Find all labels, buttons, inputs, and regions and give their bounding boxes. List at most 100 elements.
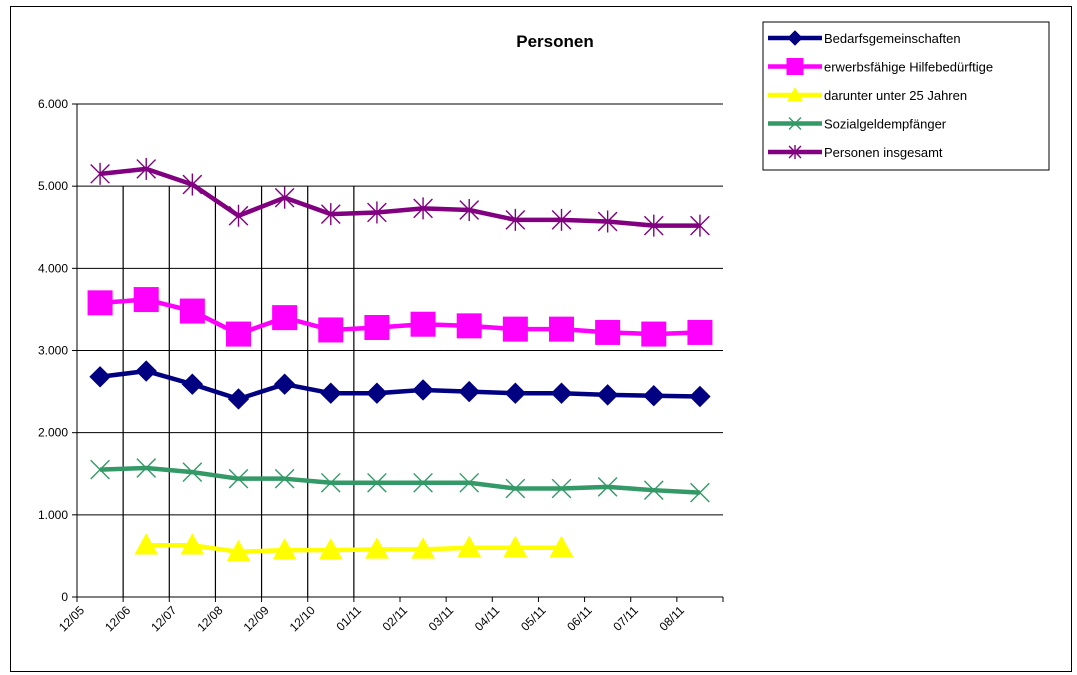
data-point: [690, 482, 710, 503]
data-point: [90, 459, 110, 480]
data-point: [320, 382, 342, 404]
data-point: [134, 533, 159, 555]
data-point: [135, 360, 157, 382]
data-point: [180, 533, 205, 555]
y-tick-label: 3.000: [38, 344, 68, 358]
series-line: [99, 465, 701, 495]
data-point: [320, 203, 341, 226]
x-tick-label: 08/11: [656, 603, 687, 634]
series-0: [89, 360, 711, 410]
legend-entry: Bedarfsgemeinschaften: [768, 30, 961, 46]
y-tick-label: 5.000: [38, 179, 68, 193]
legend: Bedarfsgemeinschaften erwerbsfähige Hilfe…: [762, 21, 1050, 171]
data-point: [226, 539, 251, 562]
legend-label: Personen insgesamt: [824, 145, 943, 160]
data-point: [273, 373, 296, 395]
data-point: [182, 462, 203, 482]
y-tick-label: 4.000: [38, 261, 68, 275]
data-point: [136, 157, 157, 180]
data-point: [413, 197, 433, 220]
legend-entry: Personen insgesamt: [768, 145, 943, 160]
data-point: [551, 478, 572, 499]
data-point: [502, 316, 528, 342]
x-tick-label: 06/11: [564, 603, 595, 634]
data-point: [133, 287, 159, 313]
chart-title: Personen: [516, 32, 593, 51]
data-point: [367, 472, 387, 493]
data-point: [595, 319, 621, 345]
data-point: [181, 373, 204, 395]
legend-entry: darunter unter 25 Jahren: [768, 86, 967, 103]
y-tick-label: 0: [61, 590, 68, 604]
data-point: [550, 382, 573, 404]
x-tick-label: 12/08: [194, 603, 225, 634]
data-point: [690, 214, 710, 237]
data-point: [643, 384, 665, 407]
data-point: [549, 535, 574, 557]
data-point: [788, 117, 802, 130]
data-point: [505, 208, 526, 231]
data-point: [366, 382, 388, 404]
x-tick-label: 12/06: [102, 603, 133, 634]
x-tick-label: 12/09: [241, 603, 272, 634]
x-tick-label: 05/11: [518, 603, 549, 634]
data-point: [549, 316, 574, 342]
data-point: [412, 379, 434, 401]
legend-label: Sozialgeldempfänger: [824, 117, 947, 132]
data-point: [365, 537, 389, 559]
series-4: [90, 157, 710, 237]
series-line: [99, 166, 700, 228]
data-point: [597, 477, 618, 497]
legend-entry: Sozialgeldempfänger: [768, 117, 947, 132]
legend-label: Bedarfsgemeinschaften: [824, 31, 961, 46]
x-tick-label: 12/05: [56, 603, 87, 634]
data-point: [641, 321, 667, 347]
data-point: [458, 380, 480, 403]
data-point: [227, 388, 250, 410]
data-point: [459, 198, 480, 221]
data-point: [503, 535, 528, 557]
data-point: [787, 30, 803, 46]
data-point: [643, 214, 664, 237]
data-point: [786, 58, 804, 75]
data-point: [410, 311, 436, 337]
data-point: [364, 314, 390, 340]
data-point: [596, 384, 619, 406]
y-tick-label: 1.000: [38, 508, 68, 522]
y-tick-label: 6.000: [38, 97, 68, 111]
x-tick-label: 02/11: [380, 603, 411, 634]
series-line: [146, 542, 562, 555]
x-tick-label: 03/11: [426, 603, 457, 634]
data-point: [505, 478, 526, 499]
y-tick-label: 2.000: [38, 426, 68, 440]
data-point: [597, 210, 618, 233]
x-tick-label: 04/11: [472, 603, 503, 634]
data-point: [90, 162, 110, 185]
x-tick-label: 12/07: [148, 603, 179, 634]
data-point: [551, 208, 572, 231]
legend-label: darunter unter 25 Jahren: [824, 88, 967, 103]
series-2: [134, 533, 574, 562]
series-1: [87, 287, 713, 347]
data-point: [411, 537, 435, 559]
data-point: [787, 86, 803, 102]
series-3: [90, 458, 710, 503]
data-point: [318, 538, 343, 560]
data-point: [136, 458, 157, 478]
x-tick-label: 07/11: [610, 603, 641, 634]
data-point: [272, 538, 297, 560]
data-point: [182, 173, 203, 196]
legend-label: erwerbsfähige Hilfebedürftige: [824, 60, 993, 75]
data-point: [504, 382, 527, 404]
data-point: [413, 472, 433, 493]
data-point: [274, 468, 295, 489]
data-point: [179, 298, 205, 324]
data-point: [367, 201, 387, 224]
data-point: [228, 204, 249, 227]
data-point: [687, 319, 713, 345]
data-point: [226, 321, 251, 347]
data-point: [788, 145, 802, 159]
data-point: [274, 186, 295, 209]
data-point: [272, 305, 298, 331]
